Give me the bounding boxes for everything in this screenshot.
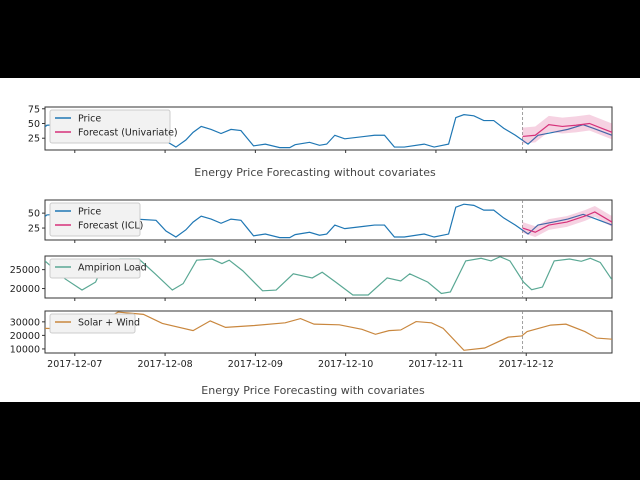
chart-canvas: 25 50 75 Price Forecast (Univariate) Energy P…: [10, 104, 613, 397]
legend-label: Forecast (Univariate): [78, 128, 178, 139]
series-line-solar-wind: [45, 311, 612, 351]
legend: Ampirion Load: [49, 258, 147, 279]
subplot: 25 50 Price Forecast (ICL): [28, 199, 613, 243]
subplot: 20000 25000 Ampirion Load: [10, 255, 613, 301]
y-tick-label: 20000: [10, 284, 40, 295]
subplot: 25 50 75 Price Forecast (Univariate): [28, 104, 613, 153]
series-line-ampirion-load: [45, 256, 612, 296]
subplot: 10000 20000 30000 Solar + Wind: [10, 310, 613, 356]
y-tick-label: 25: [28, 224, 40, 235]
series-line-price: [45, 203, 612, 239]
legend: Price Forecast (ICL): [49, 202, 143, 237]
x-tick-label: 2017-12-12: [499, 359, 554, 370]
y-tick-label: 75: [28, 104, 40, 115]
x-tick-label: 2017-12-07: [47, 359, 102, 370]
forecast-interval-band: [522, 114, 612, 144]
y-tick-label: 50: [28, 119, 40, 130]
legend: Solar + Wind: [49, 313, 140, 334]
legend: Price Forecast (Univariate): [49, 109, 178, 144]
chart-title-with-covariates: Energy Price Forecasting with covariates: [201, 384, 425, 397]
plot-area: [44, 310, 613, 354]
series-line-forecast-univariate-: [522, 122, 612, 138]
y-tick-label: 25: [28, 134, 40, 145]
y-tick-label: 25000: [10, 265, 40, 276]
legend-label: Price: [78, 114, 101, 125]
legend-label: Forecast (ICL): [78, 221, 143, 232]
chart-title-without-covariates: Energy Price Forecasting without covaria…: [194, 166, 436, 179]
legend-box: [49, 313, 136, 334]
legend-label: Solar + Wind: [78, 318, 140, 329]
y-tick-label: 20000: [10, 331, 40, 342]
y-tick-label: 10000: [10, 344, 40, 355]
x-tick-label: 2017-12-09: [228, 359, 283, 370]
y-tick-label: 30000: [10, 317, 40, 328]
series-line-forecast-icl-: [522, 211, 612, 233]
y-tick-label: 50: [28, 209, 40, 220]
legend-box: [49, 258, 141, 279]
figure: 25 50 75 Price Forecast (Univariate) Energy P…: [0, 78, 640, 402]
x-tick-label: 2017-12-08: [137, 359, 192, 370]
x-tick-label: 2017-12-10: [318, 359, 373, 370]
legend-label: Price: [78, 207, 101, 218]
x-tick-label: 2017-12-11: [408, 359, 463, 370]
legend-box: [49, 202, 141, 237]
legend-label: Ampirion Load: [78, 263, 147, 274]
legend-box: [49, 109, 171, 144]
